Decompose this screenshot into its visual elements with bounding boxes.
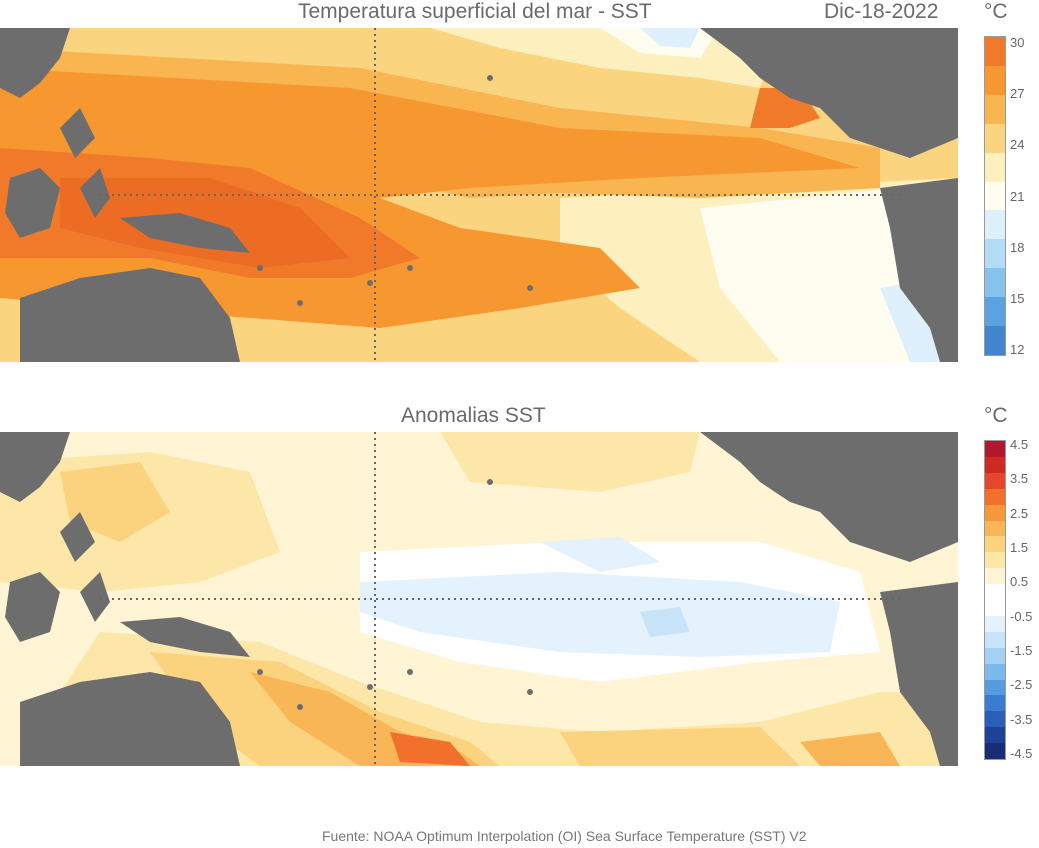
anom-colorbar-tick-label: 1.5 [1010,540,1029,555]
sst-colorbar-segment [985,239,1005,269]
anom-colorbar-segment [985,472,1005,490]
anom-colorbar-segment [985,631,1005,649]
anom-colorbar-tick-label: -3.5 [1010,711,1033,727]
sst-band-ne3 [640,28,700,48]
sst-colorbar-tick-label: 30 [1010,35,1025,50]
anom-unit-label: °C [984,404,1008,427]
anom-colorbar-segment [985,727,1005,744]
sst-colorbar-tick-label: 24 [1010,137,1025,153]
anom-colorbar-tick-label: 3.5 [1010,471,1029,487]
sst-map-svg [0,28,958,362]
anom-band-c2 [360,572,840,657]
sst-colorbar-segment [985,152,1005,183]
anom-colorbar-segment [985,663,1005,680]
anom-band-w2 [60,462,170,542]
anom-colorbar-segment [985,695,1005,712]
sst-colorbar-segment [985,210,1005,240]
anom-colorbar-tick-label: -0.5 [1010,608,1033,624]
anom-colorbar-segment [985,743,1005,760]
anom-band-n1 [440,432,700,492]
anom-colorbar-tick-label: -1.5 [1010,643,1033,658]
sst-colorbar-tick-label: 12 [1010,342,1025,357]
sst-colorbar-segment [985,268,1005,298]
anom-colorbar-segment [985,647,1005,665]
anom-land [0,432,958,766]
anom-band-s4 [390,732,470,766]
anom-colorbar-segment [985,488,1005,506]
anom-band-c4 [640,607,690,637]
anom-colorbar-tick-label: -4.5 [1010,746,1033,761]
anom-colorbar-segment [985,679,1005,696]
anom-band-c3 [540,537,660,572]
sst-colorbar-segment [985,37,1005,67]
sst-colorbar-segment [985,181,1005,211]
sst-colorbar-segment [985,94,1005,125]
sst-title: Temperatura superficial del mar - SST [298,0,652,23]
anom-colorbar-segment [985,600,1005,617]
anom-colorbar-tick-label: 2.5 [1010,505,1029,521]
sst-colorbar-tick-label: 18 [1010,239,1025,255]
anom-colorbar [984,440,1006,760]
anom-band-s5 [560,727,800,766]
sst-colorbar-segment [985,297,1005,327]
sst-date: Dic-18-2022 [824,0,939,23]
anom-band-s6 [800,732,900,766]
anom-colorbar-segment [985,552,1005,569]
anom-colorbar-segment [985,568,1005,585]
sst-land [0,28,958,362]
sst-map [0,28,958,362]
anom-colorbar-segment [985,520,1005,537]
anom-map [0,432,958,766]
anom-colorbar-segment [985,504,1005,521]
anom-colorbar-tick-label: 4.5 [1010,437,1029,452]
source-credit: Fuente: NOAA Optimum Interpolation (OI) … [322,828,807,844]
anom-colorbar-segment [985,456,1005,474]
anom-colorbar-segment [985,441,1005,458]
anom-title: Anomalias SST [401,404,546,427]
anom-colorbar-segment [985,536,1005,553]
sst-colorbar-tick-label: 15 [1010,290,1025,306]
anom-colorbar-tick-label: -2.5 [1010,677,1033,693]
sst-colorbar [984,36,1006,356]
sst-colorbar-segment [985,123,1005,154]
sst-colorbar-tick-label: 21 [1010,188,1025,204]
anom-colorbar-segment [985,615,1005,633]
anom-colorbar-segment [985,711,1005,728]
anom-colorbar-segment [985,584,1005,601]
anom-colorbar-tick-label: 0.5 [1010,574,1029,590]
sst-colorbar-tick-label: 27 [1010,86,1025,102]
anom-map-svg [0,432,958,766]
sst-unit-label: °C [984,0,1008,23]
sst-colorbar-segment [985,65,1005,96]
sst-colorbar-segment [985,326,1005,356]
